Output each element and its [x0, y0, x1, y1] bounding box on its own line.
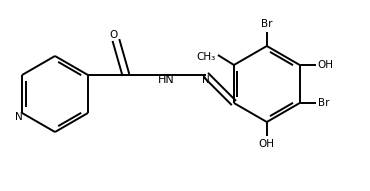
Text: HN: HN: [158, 75, 174, 85]
Text: N: N: [202, 75, 210, 85]
Text: O: O: [110, 30, 118, 40]
Text: N: N: [15, 112, 23, 122]
Text: OH: OH: [259, 139, 275, 149]
Text: OH: OH: [318, 60, 334, 70]
Text: Br: Br: [318, 98, 329, 108]
Text: CH₃: CH₃: [197, 52, 216, 62]
Text: Br: Br: [261, 19, 273, 29]
